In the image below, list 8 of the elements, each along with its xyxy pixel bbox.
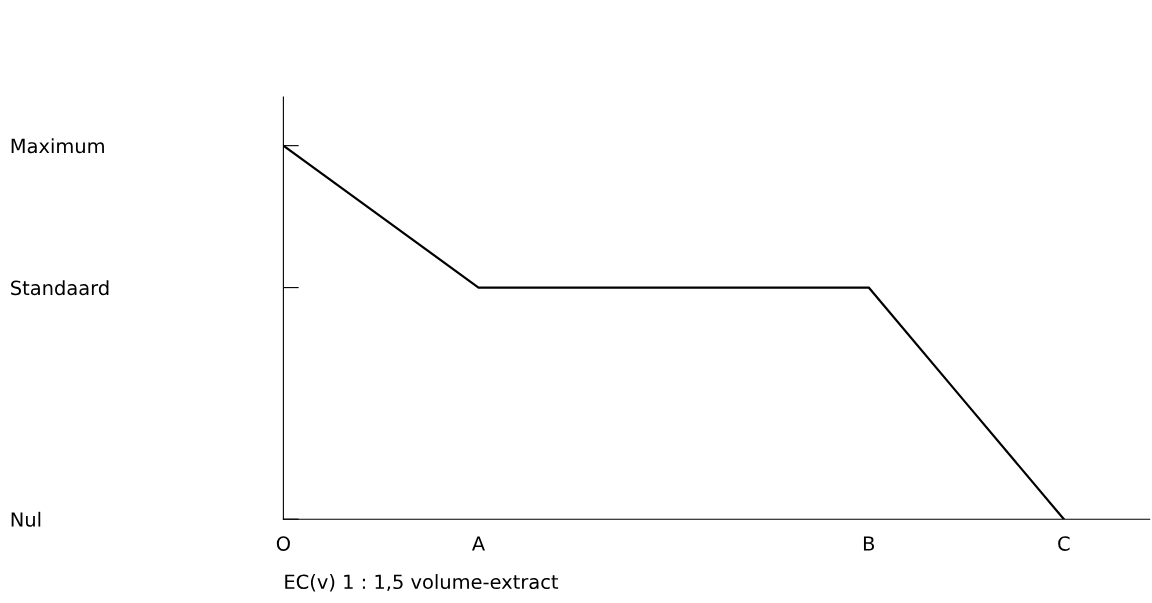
x-tick-label: C <box>1058 536 1070 551</box>
text: Nul <box>11 511 41 527</box>
text: Maximum <box>11 138 104 154</box>
x-tick-label: A <box>472 536 485 551</box>
x-tick-label: O <box>276 536 290 551</box>
x-tick-label: B <box>863 536 875 551</box>
text: Standaard <box>11 280 109 296</box>
x-axis-title: EC(v) 1 : 1,5 volume-extract <box>285 574 559 592</box>
